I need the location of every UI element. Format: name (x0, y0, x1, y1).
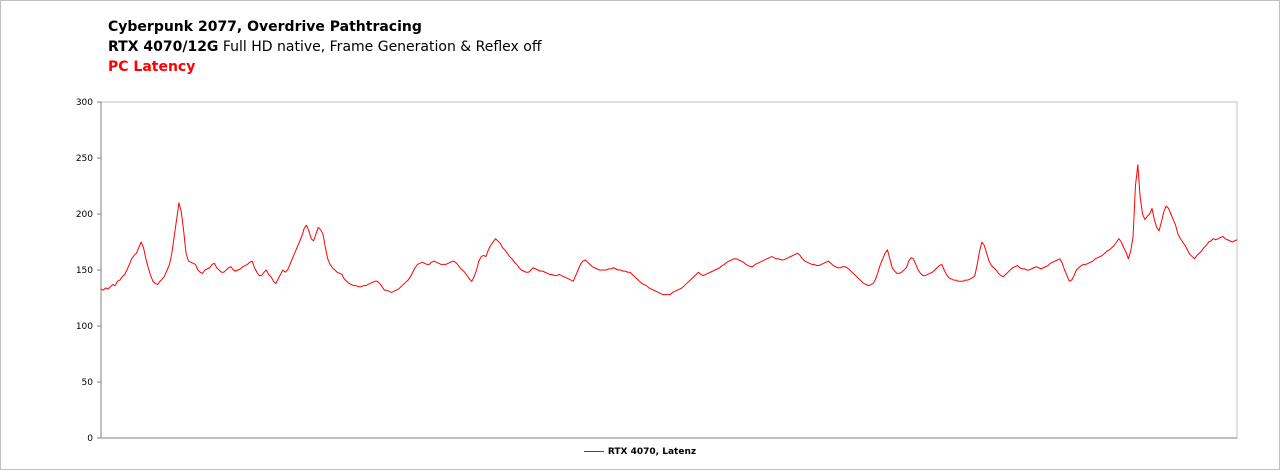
chart-metric: PC Latency (108, 59, 196, 75)
legend-label: RTX 4070, Latenz (607, 447, 697, 457)
y-tick-label: 100 (76, 322, 93, 332)
series-line-0 (100, 164, 1238, 296)
y-tick-label: 0 (87, 434, 93, 444)
y-axis-ticks: 0 50 100 150 200 250 300 (76, 98, 101, 444)
y-tick-label: 250 (76, 154, 93, 164)
y-tick-label: 300 (76, 98, 93, 108)
chart-subtitle-gpu: RTX 4070/12G (108, 39, 219, 55)
chart-titles: Cyberpunk 2077, Overdrive Pathtracing RT… (108, 17, 541, 77)
chart-title: Cyberpunk 2077, Overdrive Pathtracing (108, 19, 422, 35)
chart-subtitle: RTX 4070/12G Full HD native, Frame Gener… (108, 37, 541, 57)
legend-swatch (583, 451, 604, 452)
plot-area-border (100, 101, 1238, 439)
y-tick-label: 50 (82, 378, 94, 388)
y-tick-label: 200 (76, 210, 93, 220)
chart-subtitle-settings: Full HD native, Frame Generation & Refle… (222, 39, 542, 55)
legend: RTX 4070, Latenz (0, 447, 1280, 457)
y-tick-label: 150 (76, 266, 93, 276)
series-layer (100, 164, 1238, 296)
